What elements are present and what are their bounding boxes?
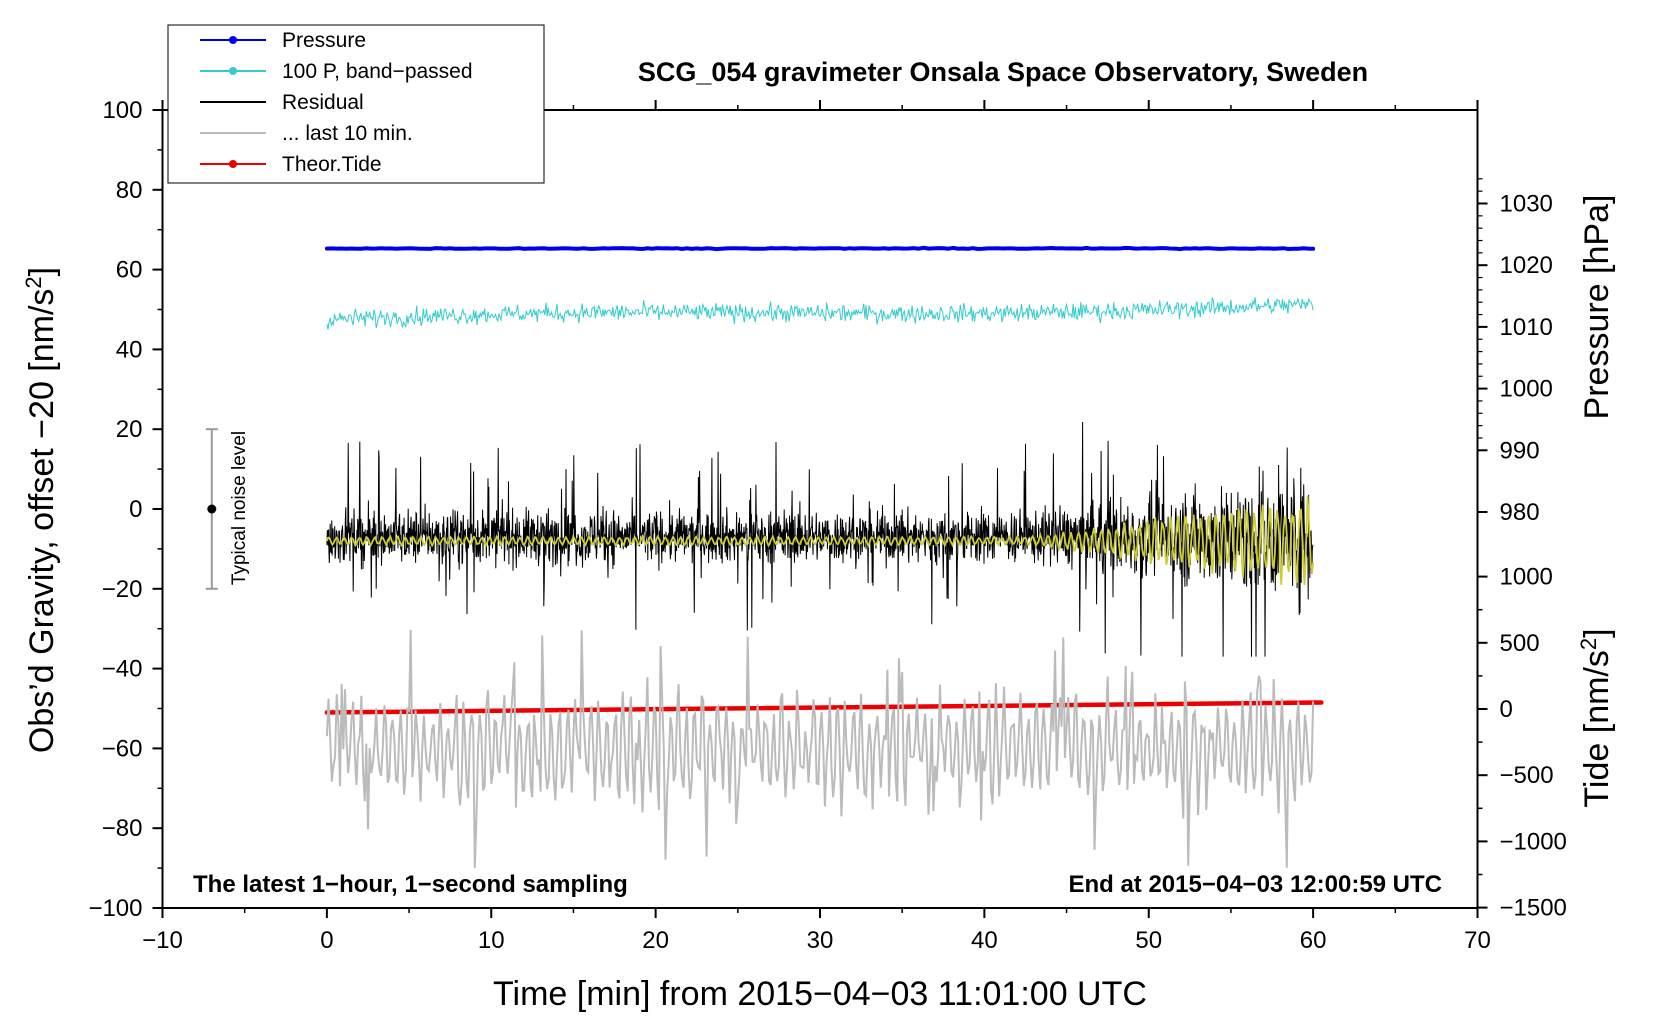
legend-marker bbox=[229, 36, 237, 44]
x-tick-label: 0 bbox=[320, 927, 333, 954]
legend-entries: Pressure 100 P, band−passed Residual ... la… bbox=[200, 29, 473, 176]
y-tick-label: 40 bbox=[116, 336, 143, 363]
y-tick-label: −60 bbox=[102, 735, 143, 762]
series-last-10-min bbox=[325, 629, 1315, 869]
noise-level-indicator: Typical noise level bbox=[205, 428, 250, 590]
x-tick-label: 20 bbox=[642, 927, 669, 954]
legend-label: Residual bbox=[282, 91, 364, 114]
series-pressure bbox=[324, 245, 1316, 252]
tide-tick-label: 1000 bbox=[1500, 564, 1553, 591]
y-axis-title-right-pressure: Pressure [hPa] bbox=[1578, 195, 1616, 420]
pressure-tick-label: 1010 bbox=[1500, 314, 1553, 341]
y-tick-label: 100 bbox=[102, 97, 142, 124]
noise-label: Typical noise level bbox=[229, 431, 250, 585]
y-tick-label: −20 bbox=[102, 576, 143, 603]
y-tick-label: −100 bbox=[88, 895, 142, 922]
y-axis-title-right-tide: Tide [nm/s2] bbox=[1576, 628, 1616, 807]
legend: Pressure 100 P, band−passed Residual ... la… bbox=[167, 24, 545, 184]
y-tick-label: 80 bbox=[116, 177, 143, 204]
y-tick-label: 20 bbox=[116, 416, 143, 443]
series-pressure-bandpassed bbox=[326, 297, 1314, 330]
legend-box bbox=[167, 24, 545, 184]
legend-label: Theor.Tide bbox=[282, 153, 382, 176]
annotation-left: The latest 1−hour, 1−second sampling bbox=[193, 871, 628, 898]
tide-tick-label: −1500 bbox=[1500, 895, 1567, 922]
legend-label: ... last 10 min. bbox=[282, 122, 413, 145]
y-tick-label: 0 bbox=[129, 496, 142, 523]
ticks-layer: −10 0 10 20 30 40 50 60 70−100−80−60−40−20020406… bbox=[88, 97, 1566, 954]
y-tick-label: 60 bbox=[116, 257, 143, 284]
series-layer bbox=[324, 245, 1324, 869]
tide-tick-label: 0 bbox=[1500, 696, 1513, 723]
x-tick-label: 40 bbox=[971, 927, 998, 954]
noise-bar-center-dot bbox=[207, 504, 217, 514]
y-tick-label: −40 bbox=[102, 656, 143, 683]
legend-marker bbox=[229, 160, 237, 168]
pressure-tick-label: 1000 bbox=[1500, 376, 1553, 403]
x-tick-label: 60 bbox=[1300, 927, 1327, 954]
legend-marker bbox=[229, 67, 237, 75]
pressure-tick-label: 1030 bbox=[1500, 191, 1553, 218]
chart-title: SCG_054 gravimeter Onsala Space Observat… bbox=[638, 57, 1368, 87]
y-axis-title-right-tide-end: ] bbox=[1578, 628, 1616, 637]
y-axis-title-left: Obs’d Gravity, offset −20 [nm/s2] bbox=[21, 267, 61, 753]
x-tick-label: 70 bbox=[1464, 927, 1491, 954]
annotation-right: End at 2015−04−03 12:00:59 UTC bbox=[1068, 871, 1442, 898]
series-residual-smoothed bbox=[326, 495, 1314, 586]
pressure-tick-label: 1020 bbox=[1500, 252, 1553, 279]
legend-label: Pressure bbox=[282, 29, 366, 52]
y-axis-title-left-main: Obs’d Gravity, offset −20 [nm/s bbox=[23, 289, 61, 754]
x-tick-label: 30 bbox=[807, 927, 834, 954]
tide-tick-label: 500 bbox=[1500, 630, 1540, 657]
x-tick-label: −10 bbox=[142, 927, 183, 954]
tide-tick-label: −500 bbox=[1500, 762, 1554, 789]
y-tick-label: −80 bbox=[102, 815, 143, 842]
pressure-tick-label: 990 bbox=[1500, 437, 1540, 464]
pressure-tick-label: 980 bbox=[1500, 499, 1540, 526]
x-tick-label: 50 bbox=[1135, 927, 1162, 954]
x-axis-title: Time [min] from 2015−04−03 11:01:00 UTC bbox=[493, 975, 1147, 1013]
tide-tick-label: −1000 bbox=[1500, 828, 1567, 855]
y-axis-title-left-end: ] bbox=[23, 267, 61, 276]
y-axis-title-right-tide-main: Tide [nm/s bbox=[1578, 650, 1616, 807]
y-axis-title-right-tide-sup: 2 bbox=[1576, 638, 1601, 650]
x-tick-label: 10 bbox=[478, 927, 505, 954]
y-axis-title-left-sup: 2 bbox=[21, 276, 46, 288]
legend-label: 100 P, band−passed bbox=[282, 60, 473, 83]
